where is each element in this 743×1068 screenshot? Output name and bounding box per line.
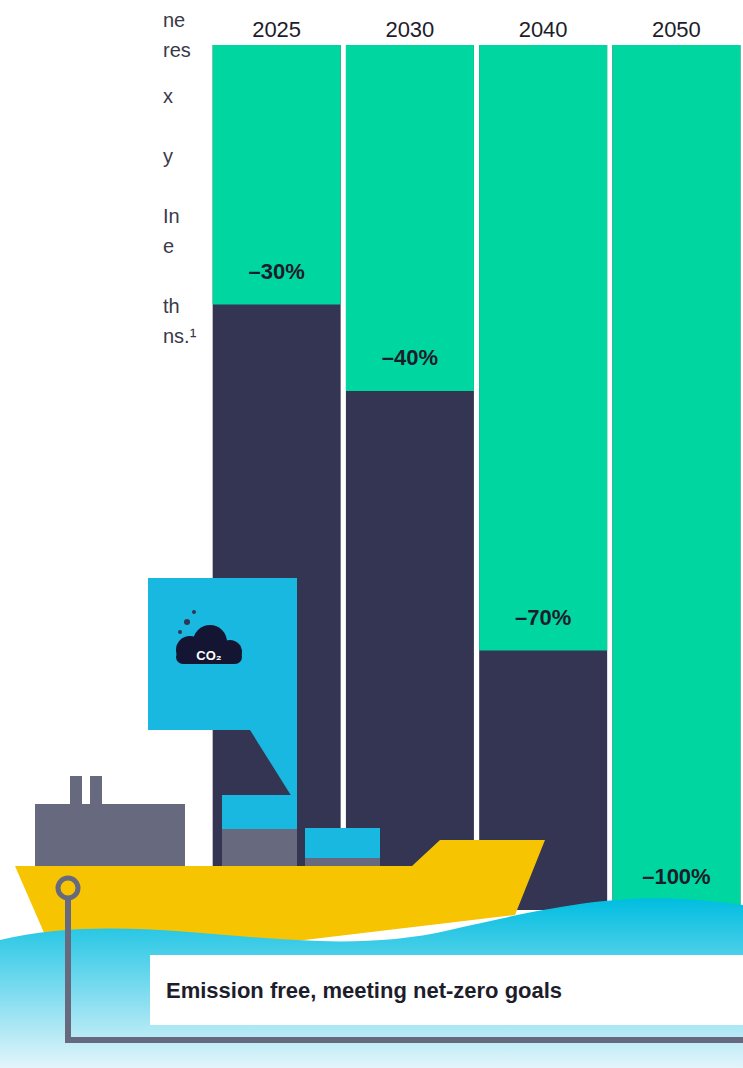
html-text:ns.¹: ns.¹ — [163, 325, 197, 347]
svg-text:–100%: –100% — [642, 864, 711, 889]
html-text:y: y — [163, 145, 173, 167]
svg-text:2050: 2050 — [652, 17, 701, 42]
svg-text:Emission free, meeting net-zer: Emission free, meeting net-zero goals — [166, 978, 562, 1003]
svg-text:–40%: –40% — [382, 345, 438, 370]
html-text:res: res — [163, 39, 191, 61]
svg-text:CO₂: CO₂ — [196, 648, 222, 663]
svg-text:2025: 2025 — [252, 17, 301, 42]
svg-text:2040: 2040 — [519, 17, 568, 42]
html-text:In: In — [163, 205, 180, 227]
svg-text:2030: 2030 — [385, 17, 434, 42]
html-text:e: e — [163, 235, 175, 257]
svg-text:–30%: –30% — [249, 259, 305, 284]
html-text:x: x — [163, 85, 173, 107]
html-text:th: th — [163, 295, 180, 317]
svg-text:–70%: –70% — [515, 605, 571, 630]
html-text:ne: ne — [163, 9, 186, 31]
